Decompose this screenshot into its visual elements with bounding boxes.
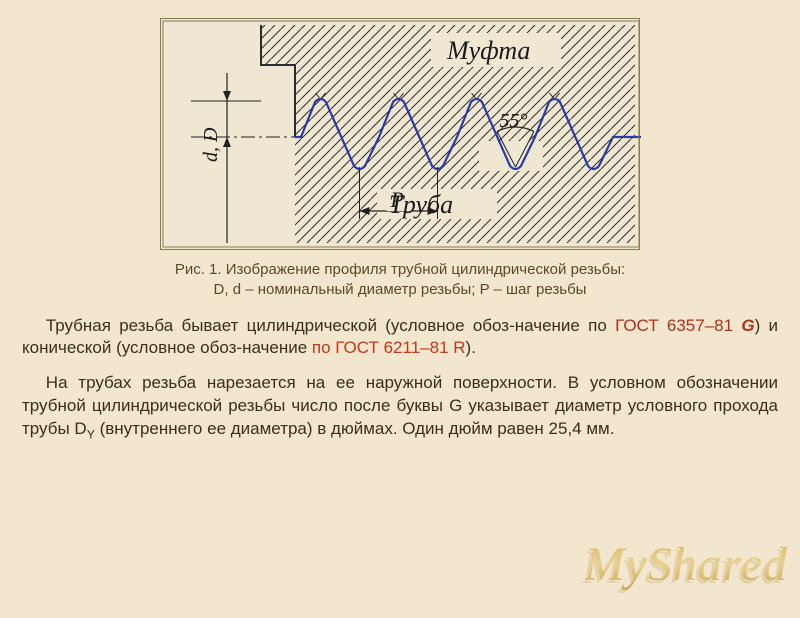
- gost-6211: по ГОСТ 6211–81 R: [312, 338, 466, 357]
- p2-t2: (внутреннего ее диаметра) в дюймах. Один…: [95, 419, 615, 438]
- paragraph-1: Трубная резьба бывает цилиндрической (ус…: [22, 315, 778, 361]
- angle-label: 55°: [500, 110, 528, 132]
- coupling-label: Муфта: [446, 36, 530, 65]
- dim-dD-label: d, D: [200, 127, 222, 162]
- gost-6357: ГОСТ 6357–81 G: [615, 316, 755, 335]
- p1-pre: Трубная резьба бывает цилиндрической (ус…: [46, 316, 615, 335]
- figure-svg: d, DP55°МуфтаТруба: [161, 19, 641, 249]
- dy-subscript: Y: [87, 428, 95, 442]
- caption-line1: Рис. 1. Изображение профиля трубной цили…: [175, 261, 625, 278]
- watermark: MyShared MyShared: [585, 537, 789, 592]
- figure-caption: Рис. 1. Изображение профиля трубной цили…: [20, 260, 780, 301]
- p1-post: ).: [466, 338, 476, 357]
- paragraph-2: На трубах резьба нарезается на ее наружн…: [22, 372, 778, 443]
- thread-profile-figure: d, DP55°МуфтаТруба: [160, 18, 640, 250]
- pipe-label: Труба: [389, 190, 453, 219]
- caption-line2: D, d – номинальный диаметр резьбы; P – ш…: [214, 281, 587, 298]
